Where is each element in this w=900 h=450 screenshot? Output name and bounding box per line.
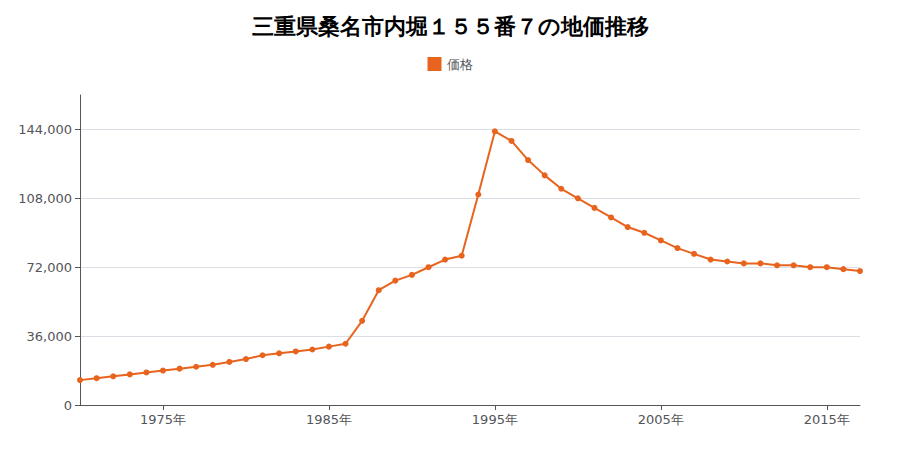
svg-text:0: 0 — [64, 398, 72, 413]
svg-text:価格: 価格 — [447, 57, 473, 72]
svg-text:2005年: 2005年 — [638, 412, 684, 427]
svg-text:1975年: 1975年 — [140, 412, 186, 427]
svg-text:三重県桑名市内堀１５５番７の地価推移: 三重県桑名市内堀１５５番７の地価推移 — [252, 14, 649, 39]
svg-text:108,000: 108,000 — [18, 191, 72, 206]
svg-text:1985年: 1985年 — [306, 412, 352, 427]
svg-text:2015年: 2015年 — [804, 412, 850, 427]
svg-text:1995年: 1995年 — [472, 412, 518, 427]
svg-text:144,000: 144,000 — [18, 122, 72, 137]
svg-text:72,000: 72,000 — [27, 260, 73, 275]
svg-text:36,000: 36,000 — [27, 329, 73, 344]
